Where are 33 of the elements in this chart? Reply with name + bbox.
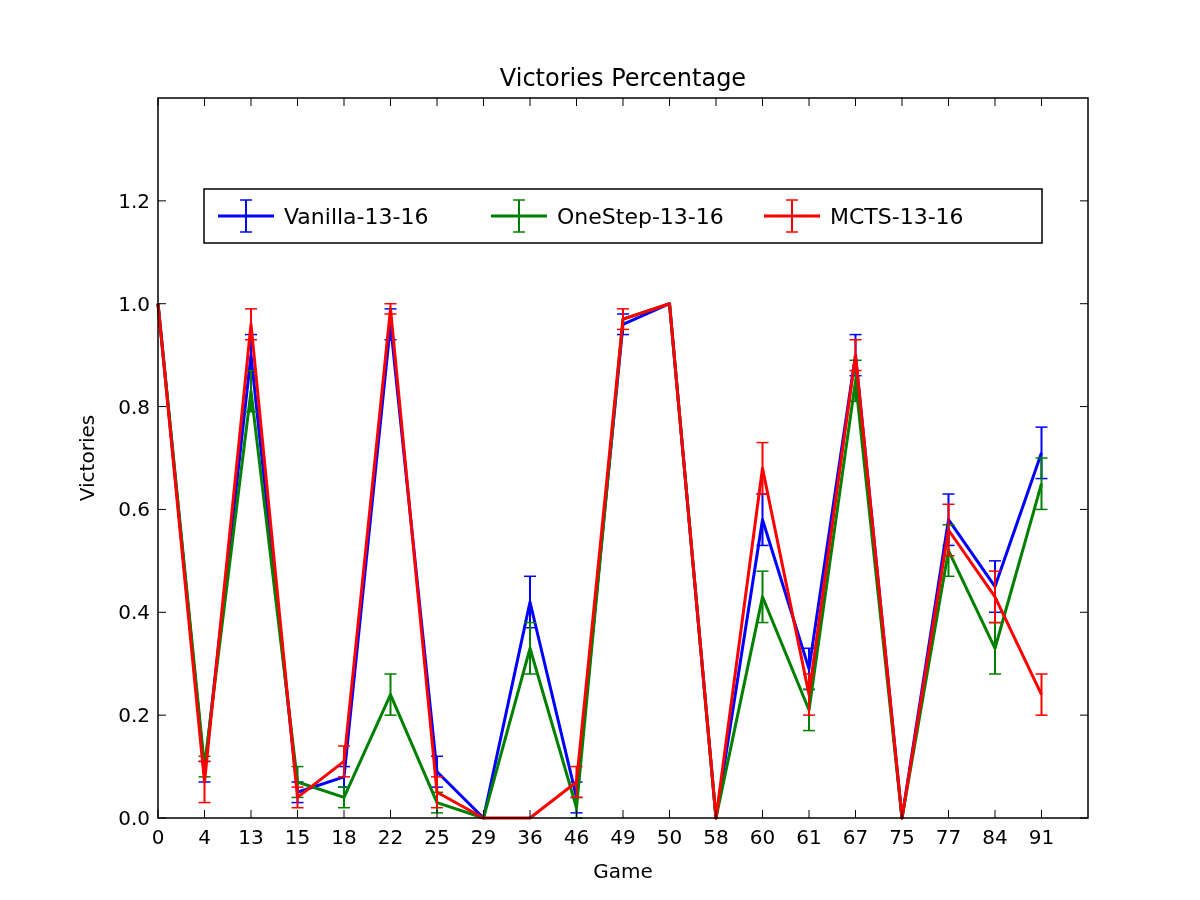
- x-tick-label: 46: [563, 825, 590, 849]
- x-tick-label: 15: [284, 825, 311, 849]
- y-tick-label: 0.8: [118, 394, 150, 419]
- x-tick-label: 0: [151, 825, 165, 849]
- x-tick-label: 13: [238, 825, 264, 849]
- x-tick-label: 29: [470, 825, 497, 849]
- x-tick-label: 75: [889, 825, 915, 849]
- x-tick-label: 67: [842, 825, 869, 849]
- chart-title: Victories Percentage: [499, 64, 747, 92]
- y-axis-title: Victories: [75, 414, 99, 502]
- y-tick-label: 0.4: [118, 600, 150, 625]
- y-tick-label: 0.6: [118, 497, 150, 522]
- x-tick-label: 91: [1028, 825, 1055, 849]
- legend-label: OneStep-13-16: [557, 203, 724, 229]
- x-tick-label: 22: [377, 825, 404, 849]
- x-tick-label: 49: [610, 825, 636, 849]
- x-tick-label: 50: [656, 825, 683, 849]
- x-tick-label: 36: [517, 825, 543, 849]
- x-axis-title: Game: [593, 859, 653, 883]
- x-tick-label: 61: [796, 825, 822, 849]
- x-tick-label: 18: [331, 825, 357, 849]
- x-tick-label: 77: [935, 825, 962, 849]
- legend-label: MCTS-13-16: [830, 203, 964, 229]
- x-tick-label: 60: [749, 825, 776, 849]
- x-tick-label: 58: [703, 825, 729, 849]
- y-tick-label: 0.0: [118, 806, 150, 830]
- x-tick-label: 84: [982, 825, 1008, 849]
- y-tick-label: 1.0: [118, 291, 150, 316]
- x-tick-label: 4: [198, 825, 211, 849]
- x-tick-label: 25: [424, 825, 450, 849]
- legend-label: Vanilla-13-16: [284, 203, 429, 229]
- y-tick-label: 0.2: [118, 703, 150, 728]
- y-tick-label: 1.2: [118, 188, 150, 213]
